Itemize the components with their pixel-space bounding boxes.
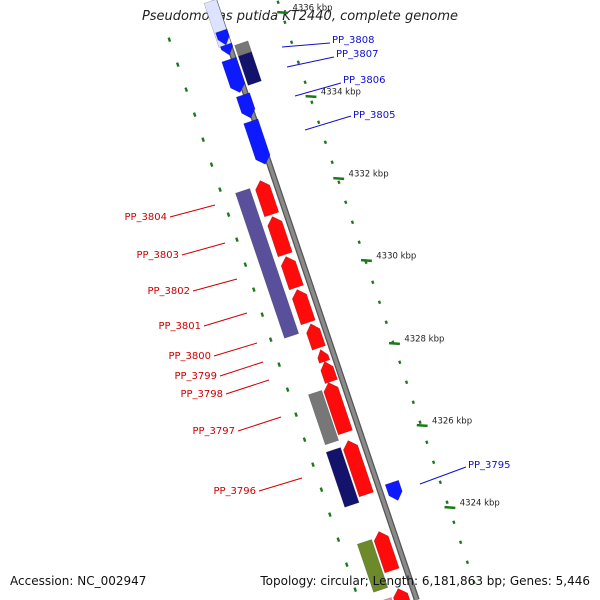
gene-pp3796-b — [373, 531, 400, 574]
gene-label-text: PP_3806 — [343, 75, 386, 86]
gene-label-text: PP_3802 — [147, 286, 190, 297]
gene-pp3796 — [343, 440, 374, 498]
gene-label-pp-3797: PP_3797 — [192, 416, 282, 437]
gene-label-pp-3802: PP_3802 — [147, 278, 238, 297]
scale-tick-label: 4330 kbp — [376, 252, 416, 262]
scale-tick: 4332 kbp — [333, 170, 389, 181]
scale-tick-label: 4328 kbp — [404, 335, 444, 345]
gene-pp3805-a — [235, 92, 256, 119]
gene-label-pp-3808: PP_3808 — [281, 35, 375, 48]
gene-label-pp-3803: PP_3803 — [136, 242, 226, 261]
gene-bottom-red — [393, 588, 411, 600]
gene-label-text: PP_3795 — [468, 460, 511, 471]
scale-tick-label: 4334 kbp — [321, 88, 361, 98]
inner-dotted-guide — [167, 37, 358, 592]
gene-labels: PP_3808 PP_3807 PP_3806 PP_3805 PP_3804 PP_38… — [124, 35, 510, 497]
gene-pp3801 — [291, 289, 316, 326]
gene-label-text: PP_3805 — [353, 110, 396, 121]
gene-label-pp-3798: PP_3798 — [180, 379, 270, 400]
gene-pink — [382, 597, 393, 600]
gene-label-text: PP_3803 — [136, 250, 179, 261]
gene-label-pp-3806: PP_3806 — [294, 75, 386, 97]
gene-pp3802 — [280, 256, 304, 291]
scale-tick: 4336 kbp — [277, 4, 333, 15]
gene-pp3800 — [306, 323, 326, 351]
gene-gray — [308, 390, 339, 446]
scale-tick-label: 4324 kbp — [460, 499, 500, 509]
gene-pp3807 — [237, 51, 262, 86]
gene-pp3799 — [317, 349, 331, 364]
gene-pp3798 — [320, 361, 338, 384]
gene-label-pp-3799: PP_3799 — [174, 361, 264, 382]
gene-pp3806 — [221, 56, 246, 93]
gene-label-text: PP_3799 — [174, 371, 217, 382]
scale-ticks: 4336 kbp 4334 kbp 4332 kbp 4330 kbp 4328 kbp… — [277, 4, 500, 510]
gene-green — [356, 539, 389, 593]
gene-label-pp-3796: PP_3796 — [213, 477, 303, 497]
gene-label-text: PP_3808 — [332, 35, 375, 46]
gene-label-pp-3805: PP_3805 — [304, 110, 396, 131]
gene-pp3803 — [267, 216, 293, 258]
gene-label-text: PP_3801 — [158, 321, 201, 332]
scale-tick: 4334 kbp — [305, 88, 361, 99]
gene-pp3804 — [255, 180, 280, 218]
gene-pp3805 — [243, 118, 271, 165]
gene-label-text: PP_3800 — [168, 351, 211, 362]
gene-label-text: PP_3796 — [213, 486, 256, 497]
gene-pp3795 — [384, 479, 403, 501]
gene-pp3808 — [215, 28, 230, 46]
scale-tick: 4328 kbp — [388, 335, 444, 346]
scale-tick-label: 4326 kbp — [432, 417, 472, 427]
accession-label: Accession: NC_002947 — [10, 574, 147, 588]
gene-label-pp-3801: PP_3801 — [158, 312, 248, 332]
scale-tick: 4330 kbp — [360, 252, 416, 263]
gene-label-pp-3807: PP_3807 — [286, 49, 379, 68]
gene-label-pp-3800: PP_3800 — [168, 342, 258, 362]
outer-dotted-guide — [276, 0, 476, 585]
scale-tick-label: 4332 kbp — [349, 170, 389, 180]
gene-pp3797 — [323, 382, 353, 436]
gene-label-text: PP_3807 — [336, 49, 379, 60]
gene-label-text: PP_3797 — [192, 426, 235, 437]
topology-label: Topology: circular; Length: 6,181,863 bp… — [260, 574, 590, 588]
gene-dark-blue — [325, 447, 360, 508]
scale-tick: 4324 kbp — [444, 499, 500, 510]
scale-tick: 4326 kbp — [416, 417, 472, 428]
gene-label-text: PP_3804 — [124, 212, 167, 223]
gene-purple-block — [235, 188, 300, 339]
gene-features — [203, 0, 411, 600]
scale-tick-label: 4336 kbp — [292, 4, 332, 14]
gene-label-pp-3804: PP_3804 — [124, 204, 216, 223]
gene-label-text: PP_3798 — [180, 389, 223, 400]
gene-pp3808-b — [219, 42, 234, 56]
gene-label-pp-3795: PP_3795 — [419, 460, 511, 485]
